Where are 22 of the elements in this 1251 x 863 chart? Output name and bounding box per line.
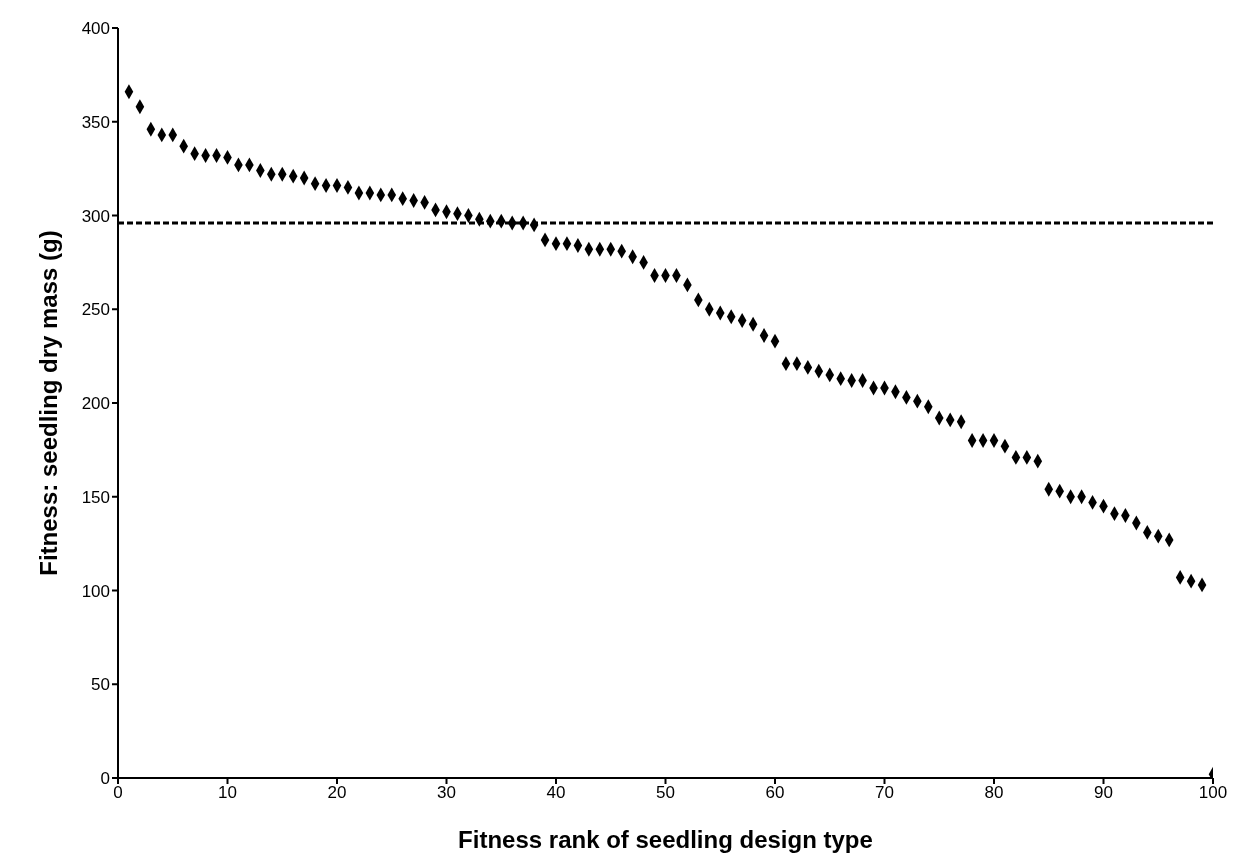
x-axis-title: Fitness rank of seedling design type [458,826,873,853]
x-tick-label: 100 [1198,783,1228,803]
x-tick-label: 70 [875,783,894,803]
x-tick-label: 10 [218,783,237,803]
x-tick-label: 50 [656,783,675,803]
x-tick-label: 40 [546,783,566,803]
x-tick-label: 90 [1094,783,1113,803]
x-tick-label: 20 [327,783,347,803]
x-tick-label: 0 [113,783,123,803]
y-tick-label: 350 [81,112,110,132]
y-tick-label: 250 [81,300,110,320]
y-axis-title: Fitness: seedling dry mass (g) [34,230,62,576]
y-tick-label: 150 [81,487,110,507]
x-tick-label: 60 [765,783,785,803]
y-tick-label: 300 [81,206,110,226]
y-tick-label: 100 [81,581,110,601]
y-tick-label: 0 [100,769,110,789]
y-tick-label: 50 [91,675,110,695]
x-tick-label: 80 [984,783,1004,803]
y-tick-label: 400 [81,19,110,39]
y-tick-label: 200 [81,394,110,414]
x-tick-label: 30 [437,783,456,803]
